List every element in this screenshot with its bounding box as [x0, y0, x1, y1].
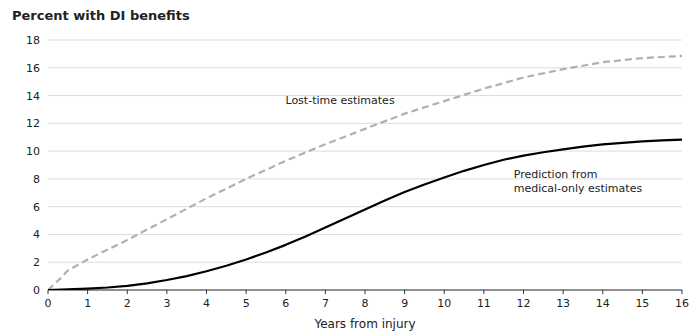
- x-tick-label: 14: [596, 297, 610, 310]
- x-tick: [602, 290, 603, 294]
- y-tick-label: 16: [26, 62, 40, 75]
- x-tick: [444, 290, 445, 294]
- x-tick-label: 4: [203, 297, 210, 310]
- y-tick-label: 14: [26, 90, 40, 103]
- x-tick-label: 3: [163, 297, 170, 310]
- x-tick-label: 2: [124, 297, 131, 310]
- x-tick-label: 8: [362, 297, 369, 310]
- x-tick-label: 16: [675, 297, 689, 310]
- x-tick: [563, 290, 564, 294]
- y-axis: 0 2 4 6 8 10 12 14 16 18: [26, 34, 682, 297]
- x-tick: [523, 290, 524, 294]
- y-tick-label: 0: [33, 284, 40, 297]
- x-tick-label: 9: [401, 297, 408, 310]
- grid-line: [48, 206, 682, 207]
- x-tick-label: 6: [282, 297, 289, 310]
- x-tick: [246, 290, 247, 294]
- x-tick-label: 13: [556, 297, 570, 310]
- x-tick-label: 1: [84, 297, 91, 310]
- x-tick: [87, 290, 88, 294]
- y-tick-label: 12: [26, 117, 40, 130]
- series-label-line: Lost-time estimates: [285, 94, 394, 107]
- x-tick-label: 5: [243, 297, 250, 310]
- grid-line: [48, 67, 682, 68]
- title: Percent with DI benefits: [12, 8, 190, 23]
- grid-line: [48, 234, 682, 235]
- x-tick-label: 7: [322, 297, 329, 310]
- series-label: Prediction frommedical-only estimates: [514, 168, 643, 195]
- x-tick-label: 10: [437, 297, 451, 310]
- grid-line: [48, 151, 682, 152]
- x-tick-label: 12: [517, 297, 531, 310]
- x-axis-label: Years from injury: [313, 317, 415, 331]
- x-tick: [48, 290, 49, 294]
- y-tick-label: 6: [33, 201, 40, 214]
- x-tick: [483, 290, 484, 294]
- x-tick-label: 11: [477, 297, 491, 310]
- x-tick: [206, 290, 207, 294]
- x-tick: [365, 290, 366, 294]
- x-tick: [642, 290, 643, 294]
- series-label: Lost-time estimates: [285, 94, 394, 107]
- y-tick-label: 10: [26, 145, 40, 158]
- series-label-line: Prediction from: [514, 168, 598, 181]
- x-tick: [682, 290, 683, 294]
- x-axis: 012345678910111213141516: [45, 290, 690, 310]
- x-tick-label: 0: [45, 297, 52, 310]
- y-tick-label: 18: [26, 34, 40, 47]
- grid-line: [48, 40, 682, 41]
- x-tick: [127, 290, 128, 294]
- x-tick: [404, 290, 405, 294]
- y-tick-label: 4: [33, 228, 40, 241]
- series-line: [48, 56, 682, 290]
- x-tick-label: 15: [635, 297, 649, 310]
- x-tick: [285, 290, 286, 294]
- x-tick: [325, 290, 326, 294]
- annotations: Lost-time estimates Prediction frommedica…: [285, 94, 642, 195]
- chart: Percent with DI benefits0246810121416180…: [0, 0, 700, 336]
- grid-line: [48, 262, 682, 263]
- y-tick-label: 8: [33, 173, 40, 186]
- grid-line: [48, 123, 682, 124]
- series-line: [48, 140, 682, 290]
- lines: [48, 56, 682, 290]
- series-label-line: medical-only estimates: [514, 182, 643, 195]
- x-tick: [166, 290, 167, 294]
- y-tick-label: 2: [33, 256, 40, 269]
